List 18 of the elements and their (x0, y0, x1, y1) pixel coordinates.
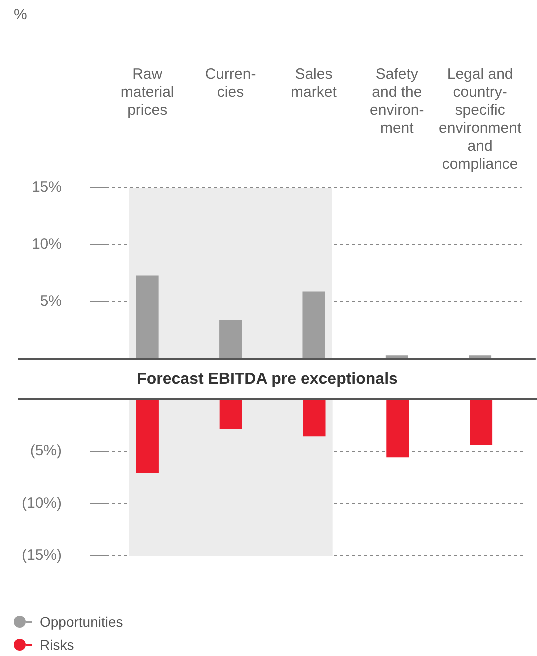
legend-label: Opportunities (40, 614, 124, 630)
y-tick-label: (5%) (30, 442, 62, 460)
y-tick-label: (15%) (22, 547, 62, 564)
bar (136, 276, 159, 359)
legend-label: Risks (40, 637, 74, 653)
text: % (14, 6, 28, 24)
y-tick-label: 10% (32, 236, 62, 254)
y-tick-label: 15% (32, 179, 62, 196)
x-tick-label: Sales market (291, 66, 338, 102)
bar (302, 292, 326, 359)
y-tick-label: 5% (40, 293, 62, 310)
x-tick-label: Legal and country- specific environment and compliance (439, 66, 522, 174)
chart-title: Forecast EBITDA pre exceptionals (137, 370, 398, 388)
bar (220, 320, 242, 359)
x-tick-label: Safety and the environ- ment (370, 66, 424, 138)
x-tick-label: Raw material prices (120, 66, 174, 120)
y-tick-label: (10%) (22, 494, 62, 512)
x-tick-label: Curren- cies (205, 66, 256, 102)
